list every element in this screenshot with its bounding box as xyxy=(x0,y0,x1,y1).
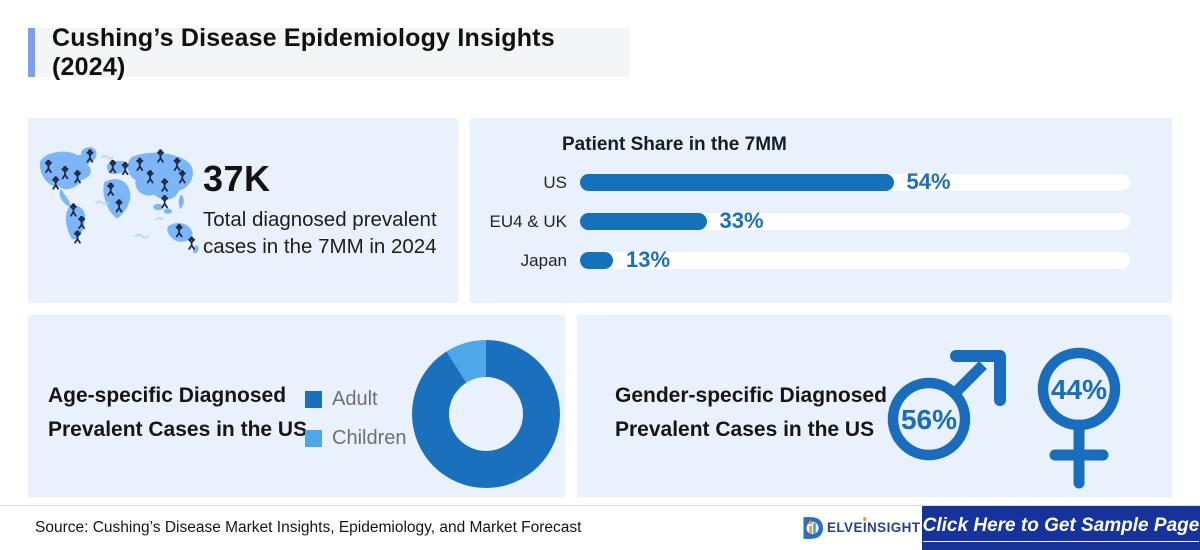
page-title: Cushing’s Disease Epidemiology Insights … xyxy=(52,23,555,81)
male-share-value: 56% xyxy=(901,404,957,435)
bar-chart: US 54% EU4 & UK 33% Japan 13% xyxy=(470,169,1130,291)
bar-row-us: US 54% xyxy=(470,169,1130,194)
female-symbol-icon: 44% xyxy=(1029,343,1129,496)
get-sample-page-button[interactable]: Click Here to Get Sample Page xyxy=(922,506,1200,550)
bar-row-japan: Japan 13% xyxy=(470,247,1130,272)
delveinsight-wordmark: ELVEINSIGHT xyxy=(827,520,921,535)
bar-label: Japan xyxy=(520,250,567,270)
footer: Source: Cushing’s Disease Market Insight… xyxy=(0,505,1200,550)
delveinsight-d-icon xyxy=(803,516,823,539)
gender-panel: Gender-specific Diagnosed Prevalent Case… xyxy=(577,315,1172,497)
children-swatch-icon xyxy=(305,430,322,447)
patient-share-panel: Patient Share in the 7MM US 54% EU4 & UK… xyxy=(470,118,1172,303)
bar-track: 13% xyxy=(580,247,1130,272)
bar-value: 33% xyxy=(719,208,764,233)
bar-value: 54% xyxy=(906,169,951,194)
page-title-bar: Cushing’s Disease Epidemiology Insights … xyxy=(28,24,630,81)
gender-panel-title: Gender-specific Diagnosed Prevalent Case… xyxy=(615,384,887,442)
legend-item-children: Children xyxy=(305,427,406,450)
prevalence-panel: 37K Total diagnosed prevalent cases in t… xyxy=(28,118,458,303)
male-symbol-icon: 56% xyxy=(872,343,1014,480)
total-cases-description: Total diagnosed prevalent cases in the 7… xyxy=(203,208,437,258)
age-panel-title: Age-specific Diagnosed Prevalent Cases i… xyxy=(48,384,308,442)
bar-fill xyxy=(580,213,707,230)
bar-value: 13% xyxy=(626,247,671,272)
adult-swatch-icon xyxy=(305,391,322,408)
get-sample-page-label: Click Here to Get Sample Page xyxy=(922,515,1200,542)
bar-fill xyxy=(580,174,894,191)
patient-share-title: Patient Share in the 7MM xyxy=(562,134,787,155)
bar-label: EU4 & UK xyxy=(489,211,567,231)
delveinsight-logo: ELVEINSIGHT xyxy=(800,506,920,549)
female-share-value: 44% xyxy=(1051,374,1107,405)
donut-legend: Adult Children xyxy=(305,388,406,466)
source-text: Source: Cushing’s Disease Market Insight… xyxy=(35,518,582,536)
bar-row-eu4uk: EU4 & UK 33% xyxy=(470,208,1130,233)
total-cases-value: 37K xyxy=(203,158,271,199)
bar-fill xyxy=(580,252,613,269)
bar-track: 33% xyxy=(580,208,1130,233)
age-panel: Age-specific Diagnosed Prevalent Cases i… xyxy=(28,315,565,497)
world-map-icon xyxy=(36,144,202,270)
bar-label: US xyxy=(543,172,567,192)
bar-track: 54% xyxy=(580,169,1130,194)
legend-item-adult: Adult xyxy=(305,388,406,411)
donut-chart xyxy=(412,340,560,488)
